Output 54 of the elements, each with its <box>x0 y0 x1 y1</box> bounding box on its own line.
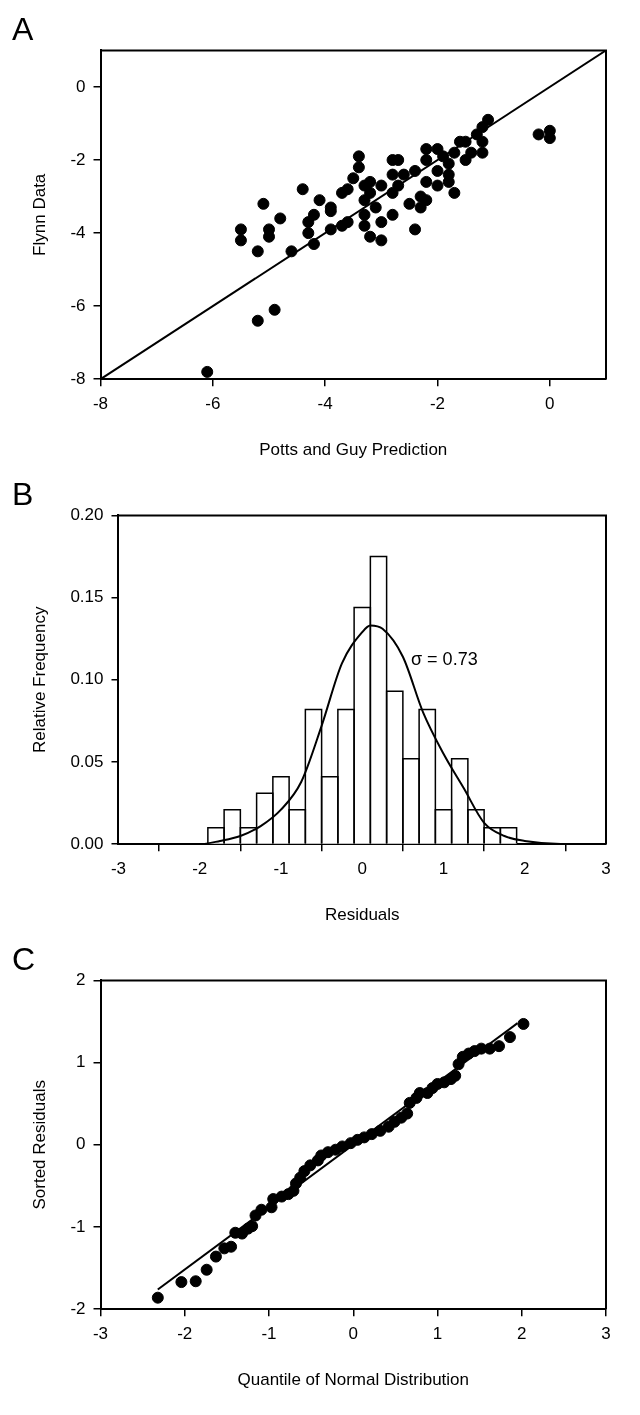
y-tick-label: -2 <box>70 1298 86 1318</box>
x-axis-title: Potts and Guy Prediction <box>259 440 448 460</box>
point <box>151 1291 164 1304</box>
y-tick-label: -6 <box>70 295 86 315</box>
x-tick-label: -2 <box>429 394 446 414</box>
x-tick-label: -4 <box>317 394 333 414</box>
y-tick-label: 2 <box>76 970 86 990</box>
x-tick-label: -1 <box>261 1324 277 1344</box>
y-tick-label: -2 <box>70 149 86 169</box>
x-axis-title: Residuals <box>324 905 400 925</box>
y-tick-label: -4 <box>70 222 86 242</box>
y-tick-label: -8 <box>70 368 86 388</box>
x-tick-label: -3 <box>110 859 127 879</box>
point <box>175 1276 188 1289</box>
y-tick-label: -1 <box>70 1216 86 1236</box>
x-tick-label: 1 <box>432 1324 443 1344</box>
point <box>200 1263 213 1276</box>
y-tick-label: 0 <box>76 76 86 96</box>
y-tick-label: 0.00 <box>70 833 104 853</box>
x-tick-label: 3 <box>601 1324 611 1344</box>
point <box>517 1017 530 1030</box>
x-tick-label: 2 <box>520 859 530 879</box>
x-tick-label: 0 <box>357 859 367 879</box>
x-tick-label: -2 <box>177 1324 193 1344</box>
y-tick-label: 0.20 <box>70 505 104 525</box>
x-tick-label: 0 <box>545 394 555 414</box>
x-tick-label: 2 <box>517 1324 527 1344</box>
x-axis-title: Quantile of Normal Distribution <box>237 1370 469 1390</box>
chart-title: A <box>12 11 34 48</box>
point <box>255 1203 268 1216</box>
point <box>225 1240 238 1253</box>
x-tick-label: 3 <box>601 859 611 879</box>
point <box>503 1031 516 1044</box>
x-tick-label: 0 <box>348 1324 358 1344</box>
point <box>209 1250 222 1263</box>
x-tick-label: -2 <box>192 859 208 879</box>
chart-title: C <box>12 941 36 978</box>
y-tick-label: 0.15 <box>70 587 104 607</box>
chart-title: B <box>12 476 34 513</box>
point <box>189 1275 202 1288</box>
x-tick-label: -1 <box>273 859 289 879</box>
x-tick-label: -6 <box>205 394 221 414</box>
y-axis-title: Sorted Residuals <box>29 1080 49 1210</box>
y-tick-label: 0.10 <box>70 669 104 689</box>
y-tick-label: 0.05 <box>70 751 104 771</box>
y-axis-title: Relative Frequency <box>29 606 49 754</box>
x-tick-label: 1 <box>438 859 449 879</box>
y-tick-label: 1 <box>76 1052 86 1072</box>
x-tick-label: -3 <box>92 1324 109 1344</box>
point <box>493 1040 506 1053</box>
y-axis-title: Flynn Data <box>29 173 49 256</box>
point <box>401 1107 414 1120</box>
y-tick-label: 0 <box>76 1134 86 1154</box>
annotation: σ = 0.73 <box>410 649 478 670</box>
